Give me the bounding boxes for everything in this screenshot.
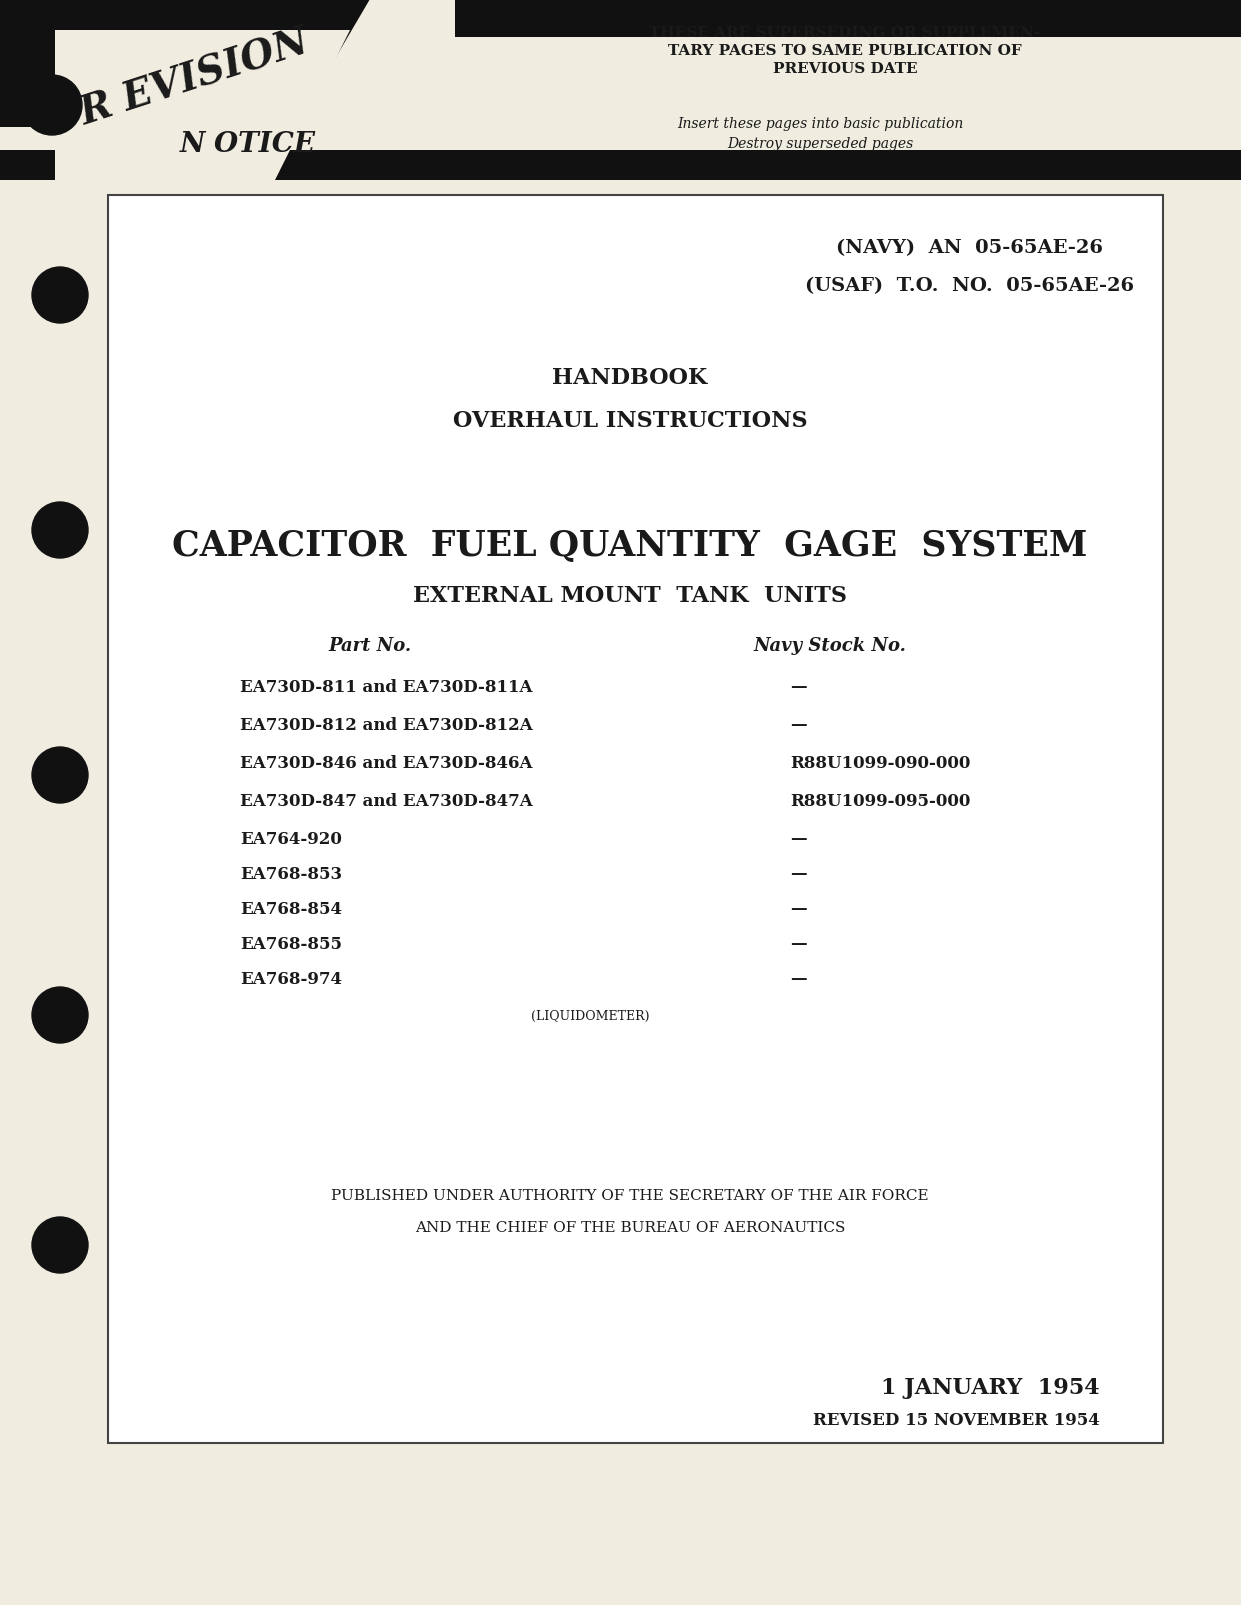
- Polygon shape: [455, 0, 1241, 39]
- Text: THESE ARE SUPERSEDING OR SUPPLEMEN-
TARY PAGES TO SAME PUBLICATION OF
PREVIOUS D: THESE ARE SUPERSEDING OR SUPPLEMEN- TARY…: [649, 26, 1040, 77]
- Text: OVERHAUL INSTRUCTIONS: OVERHAUL INSTRUCTIONS: [453, 409, 808, 432]
- Text: EXTERNAL MOUNT  TANK  UNITS: EXTERNAL MOUNT TANK UNITS: [413, 584, 848, 607]
- Text: Insert these pages into basic publication
Destroy superseded pages: Insert these pages into basic publicatio…: [676, 117, 963, 151]
- Text: 1 JANUARY  1954: 1 JANUARY 1954: [881, 1375, 1100, 1398]
- Polygon shape: [0, 151, 1241, 181]
- Text: (LIQUIDOMETER): (LIQUIDOMETER): [531, 1010, 649, 1022]
- Text: EA768-974: EA768-974: [240, 971, 343, 989]
- Text: EA768-855: EA768-855: [240, 936, 343, 953]
- Text: HANDBOOK: HANDBOOK: [552, 368, 707, 388]
- Circle shape: [32, 268, 88, 324]
- Circle shape: [32, 502, 88, 559]
- Text: —: —: [791, 717, 807, 733]
- FancyBboxPatch shape: [108, 196, 1163, 1443]
- Text: Navy Stock No.: Navy Stock No.: [753, 637, 906, 655]
- Text: EA768-854: EA768-854: [240, 900, 343, 918]
- Circle shape: [32, 987, 88, 1043]
- Text: R88U1099-090-000: R88U1099-090-000: [791, 754, 970, 772]
- Circle shape: [32, 748, 88, 804]
- Circle shape: [22, 75, 82, 136]
- Text: —: —: [791, 900, 807, 918]
- Circle shape: [32, 1217, 88, 1273]
- Text: EA730D-812 and EA730D-812A: EA730D-812 and EA730D-812A: [240, 717, 532, 733]
- Text: EA730D-847 and EA730D-847A: EA730D-847 and EA730D-847A: [240, 793, 532, 811]
- Text: —: —: [791, 971, 807, 989]
- Polygon shape: [55, 30, 350, 181]
- Polygon shape: [0, 0, 370, 128]
- Text: EA730D-846 and EA730D-846A: EA730D-846 and EA730D-846A: [240, 754, 532, 772]
- Text: EA768-853: EA768-853: [240, 867, 343, 883]
- Text: CAPACITOR  FUEL QUANTITY  GAGE  SYSTEM: CAPACITOR FUEL QUANTITY GAGE SYSTEM: [172, 528, 1087, 563]
- Text: REVISED 15 NOVEMBER 1954: REVISED 15 NOVEMBER 1954: [813, 1412, 1100, 1428]
- Text: N OTICE: N OTICE: [180, 130, 316, 157]
- Text: —: —: [791, 867, 807, 883]
- Text: (USAF)  T.O.  NO.  05-65AE-26: (USAF) T.O. NO. 05-65AE-26: [805, 276, 1134, 295]
- Text: EA764-920: EA764-920: [240, 831, 341, 847]
- Text: EA730D-811 and EA730D-811A: EA730D-811 and EA730D-811A: [240, 679, 532, 697]
- Text: (NAVY)  AN  05-65AE-26: (NAVY) AN 05-65AE-26: [836, 239, 1103, 257]
- Text: R EVISION: R EVISION: [76, 22, 315, 133]
- Text: —: —: [791, 831, 807, 847]
- Text: —: —: [791, 936, 807, 953]
- Text: AND THE CHIEF OF THE BUREAU OF AERONAUTICS: AND THE CHIEF OF THE BUREAU OF AERONAUTI…: [414, 1220, 845, 1234]
- Text: R88U1099-095-000: R88U1099-095-000: [791, 793, 970, 811]
- Text: —: —: [791, 679, 807, 697]
- Text: PUBLISHED UNDER AUTHORITY OF THE SECRETARY OF THE AIR FORCE: PUBLISHED UNDER AUTHORITY OF THE SECRETA…: [331, 1188, 928, 1202]
- Text: Part No.: Part No.: [329, 637, 412, 655]
